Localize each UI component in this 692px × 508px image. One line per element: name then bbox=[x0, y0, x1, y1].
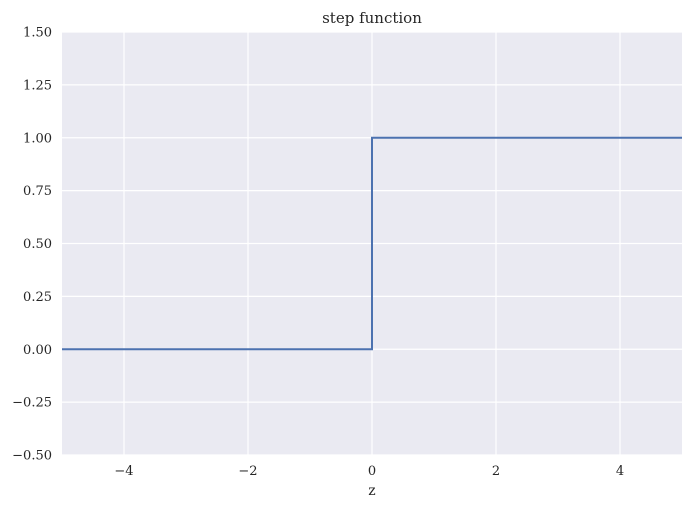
y-tick-labels: −0.50 −0.25 0.00 0.25 0.50 0.75 1.00 1.25 1.50 bbox=[12, 26, 52, 464]
y-tick-label: −0.50 bbox=[12, 449, 52, 464]
step-series-line bbox=[62, 136, 682, 351]
series-layer bbox=[62, 136, 682, 351]
x-axis-label: z bbox=[368, 483, 375, 499]
x-tick-label: 4 bbox=[616, 464, 624, 479]
x-tick-label: 0 bbox=[368, 464, 376, 479]
chart-title: step function bbox=[322, 9, 422, 27]
y-tick-label: −0.25 bbox=[12, 396, 52, 411]
y-tick-label: 0.00 bbox=[23, 343, 52, 358]
y-tick-label: 1.00 bbox=[23, 131, 52, 146]
y-tick-label: 1.25 bbox=[23, 78, 52, 93]
y-tick-label: 0.75 bbox=[23, 184, 52, 199]
y-tick-label: 0.50 bbox=[23, 237, 52, 252]
x-tick-label: −4 bbox=[114, 464, 133, 479]
y-tick-label: 1.50 bbox=[23, 26, 52, 41]
x-tick-labels: −4 −2 0 2 4 bbox=[114, 464, 624, 479]
y-tick-label: 0.25 bbox=[23, 290, 52, 305]
x-tick-label: −2 bbox=[238, 464, 257, 479]
x-tick-label: 2 bbox=[492, 464, 500, 479]
